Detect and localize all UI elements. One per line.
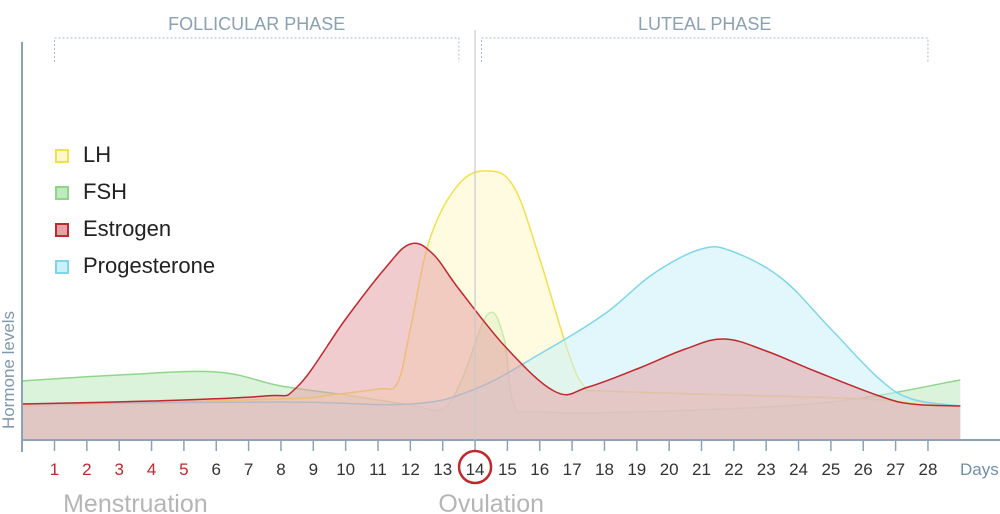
legend-swatch-progesterone xyxy=(55,260,69,274)
x-tick-label-20: 20 xyxy=(660,460,679,479)
x-tick-label-18: 18 xyxy=(595,460,614,479)
x-tick-label-1: 1 xyxy=(50,460,59,479)
x-tick-label-9: 9 xyxy=(309,460,318,479)
x-tick-label-24: 24 xyxy=(789,460,808,479)
bottom-label-ovulation: Ovulation xyxy=(438,490,544,514)
legend-label-estrogen: Estrogen xyxy=(83,216,172,241)
x-tick-label-21: 21 xyxy=(692,460,711,479)
x-tick-label-10: 10 xyxy=(336,460,355,479)
x-tick-label-15: 15 xyxy=(498,460,517,479)
x-tick-label-19: 19 xyxy=(627,460,646,479)
x-tick-label-12: 12 xyxy=(401,460,420,479)
x-tick-label-16: 16 xyxy=(530,460,549,479)
x-tick-label-27: 27 xyxy=(886,460,905,479)
x-tick-label-17: 17 xyxy=(563,460,582,479)
x-tick-label-23: 23 xyxy=(757,460,776,479)
phase-label-follicular: FOLLICULAR PHASE xyxy=(168,14,345,34)
legend-swatch-lh xyxy=(55,149,69,163)
x-tick-label-13: 13 xyxy=(433,460,452,479)
series-areas xyxy=(21,170,961,439)
ovulation-day-circle xyxy=(457,449,493,485)
phase-bracket-follicular xyxy=(54,37,460,62)
legend-label-fsh: FSH xyxy=(83,179,127,204)
area-estrogen xyxy=(22,243,961,439)
x-tick-label-22: 22 xyxy=(724,460,743,479)
x-tick-label-4: 4 xyxy=(147,460,156,479)
x-tick-label-28: 28 xyxy=(918,460,937,479)
phase-bracket-luteal xyxy=(481,37,929,62)
line-estrogen xyxy=(21,242,961,407)
legend-label-lh: LH xyxy=(83,142,112,167)
x-tick-label-3: 3 xyxy=(114,460,123,479)
x-tick-label-26: 26 xyxy=(854,460,873,479)
phase-label-luteal: LUTEAL PHASE xyxy=(638,14,771,34)
x-tick-label-6: 6 xyxy=(212,460,221,479)
bottom-label-menstruation: Menstruation xyxy=(63,490,208,514)
y-axis-label: Hormone levels xyxy=(0,311,18,429)
legend-label-progesterone: Progesterone xyxy=(83,253,216,278)
x-tick-label-8: 8 xyxy=(276,460,285,479)
area-lh xyxy=(22,170,961,439)
x-tick-label-5: 5 xyxy=(179,460,188,479)
legend-swatch-estrogen xyxy=(55,223,69,237)
x-tick-label-2: 2 xyxy=(82,460,91,479)
x-tick-label-11: 11 xyxy=(369,460,387,479)
x-tick-label-25: 25 xyxy=(821,460,840,479)
x-axis-label: Days xyxy=(960,460,999,479)
x-tick-label-14: 14 xyxy=(466,460,485,479)
legend-swatch-fsh xyxy=(55,186,69,200)
x-tick-label-7: 7 xyxy=(244,460,253,479)
